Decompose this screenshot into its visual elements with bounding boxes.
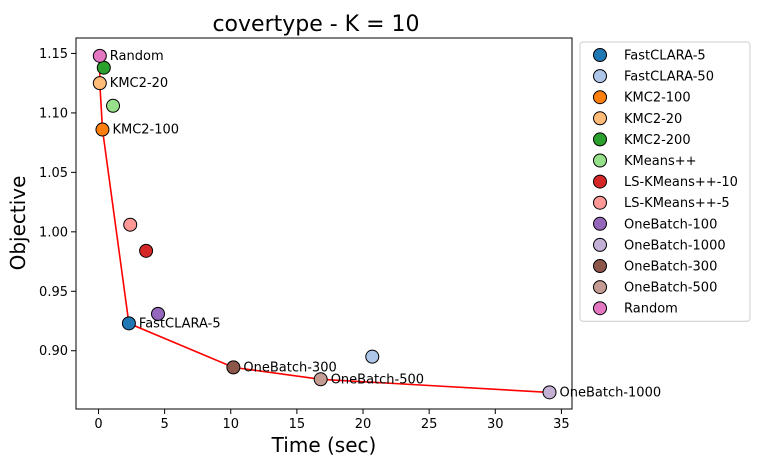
y-tick-label: 1.05 [39,166,68,181]
point-label: OneBatch-300 [243,360,336,375]
legend-entry: Random [624,302,678,317]
legend-marker [593,216,607,231]
point-kmc2-200 [96,60,111,75]
y-tick-label: 1.15 [39,47,68,62]
point-onebatch-500 [313,372,328,387]
legend-frame [579,41,751,322]
point-ls-kmeans-5 [123,217,138,232]
legend-marker [593,132,607,147]
plot-area: FastCLARA-5 KMC2-100 KMC2-20 OneBatch-1000 O… [92,48,662,400]
point-label: Random [110,49,164,64]
point-label: OneBatch-1000 [560,385,662,400]
legend-entry: OneBatch-300 [624,260,717,275]
legend-marker [593,111,607,126]
x-tick-label: 0 [94,417,102,432]
point-onebatch-300 [226,360,241,375]
point-kmc2-100 [95,122,110,137]
legend-entry: KMC2-100 [624,91,691,106]
legend-marker [593,48,607,62]
legend-entry: OneBatch-100 [624,217,717,232]
legend-entry: FastCLARA-50 [624,70,714,85]
legend-marker [593,259,607,273]
legend-marker [593,174,607,189]
point-fastclara-50 [365,349,380,364]
legend-entry: KMC2-20 [624,112,682,127]
legend: FastCLARA-5 FastCLARA-50 KMC2-100 KMC2-20 KM… [579,41,751,322]
point-onebatch-100 [151,306,166,321]
x-tick-label: 10 [222,417,239,432]
y-axis: 0.90 0.95 1.00 1.05 1.10 1.15 [39,47,76,359]
y-tick-label: 1.00 [39,225,68,240]
point-label: KMC2-20 [110,76,168,91]
point-kmc2-20 [92,76,107,91]
legend-entry: LS-KMeans++-5 [624,196,730,211]
chart-title: covertype - K = 10 [212,12,419,37]
y-tick-label: 0.95 [39,285,68,300]
legend-marker [593,195,607,210]
point-ls-kmeans-10 [139,243,154,258]
legend-marker [593,69,607,84]
legend-marker [593,90,607,105]
y-tick-label: 1.10 [39,106,68,121]
x-tick-label: 25 [421,417,438,432]
x-tick-label: 15 [289,417,306,432]
legend-marker [593,280,607,295]
x-axis-label: Time (sec) [271,433,377,457]
x-tick-label: 35 [553,417,570,432]
legend-entry: LS-KMeans++-10 [624,175,738,190]
y-tick-label: 0.90 [39,344,68,359]
legend-entry: FastCLARA-5 [624,49,706,64]
point-kmeans- [106,98,121,113]
y-axis-label: Objective [6,176,30,271]
legend-entry: OneBatch-500 [624,281,717,296]
point-fastclara-5 [121,316,136,331]
legend-entry: KMeans++ [624,154,697,169]
x-tick-label: 30 [487,417,504,432]
legend-marker [593,237,607,252]
legend-marker [593,153,607,168]
point-random [92,48,107,63]
legend-entry: OneBatch-1000 [624,238,726,253]
frontier-line [99,55,550,394]
point-label: FastCLARA-5 [139,316,221,331]
x-tick-label: 20 [355,417,372,432]
x-axis: 0 5 10 15 20 25 30 35 [94,409,570,432]
x-tick-label: 5 [160,417,168,432]
legend-marker [593,301,607,316]
point-label: OneBatch-500 [331,372,424,387]
point-label: KMC2-100 [112,123,179,138]
plot-frame [75,37,573,410]
legend-entry: KMC2-200 [624,133,691,148]
point-onebatch-1000 [542,385,557,400]
